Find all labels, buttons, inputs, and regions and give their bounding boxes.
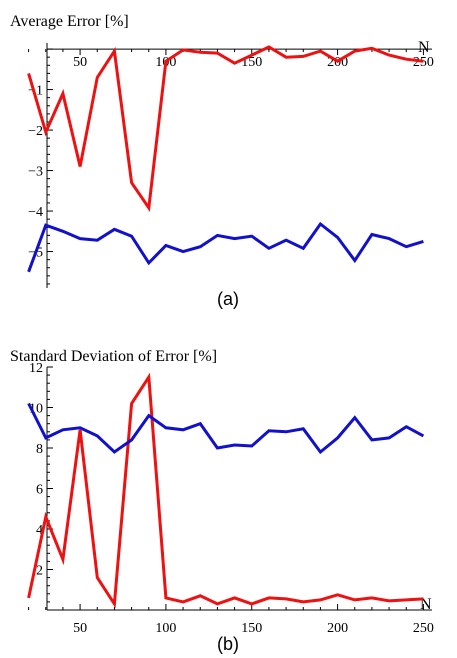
panel-a-x-axis-title: N <box>418 39 430 56</box>
panel-b-y-axis-title: Standard Deviation of Error [%] <box>10 348 217 365</box>
panel-a-caption: (a) <box>217 289 239 309</box>
panel-a-x-tick-label: 250 <box>413 55 434 70</box>
panel-b-red-series-line <box>27 372 424 609</box>
panel-b-x-tick-label: 200 <box>327 621 348 636</box>
panel-a-blue-series-line <box>27 221 424 273</box>
panel-a-y-tick-label: −4 <box>28 205 43 220</box>
panel-a-y-axis-title: Average Error [%] <box>10 13 129 30</box>
panel-b-y-tick-label: 2 <box>36 564 43 579</box>
panel-a-x-tick-label: 50 <box>73 55 87 70</box>
panel-b-x-tick-label: 100 <box>155 621 176 636</box>
panel-b-y-tick-label: 4 <box>36 523 43 538</box>
panel-b-blue-series-line <box>27 402 425 455</box>
panel-a-average-error-chart: Average Error [%] N 50 100 150 200 250−1−2−3… <box>10 13 434 309</box>
panel-b-x-tick-label: 150 <box>241 621 262 636</box>
panel-b-y-tick-label: 6 <box>36 483 43 498</box>
panel-b-x-tick-label: 50 <box>73 621 87 636</box>
panel-b-std-deviation-chart: Standard Deviation of Error [%] N 50 100 1… <box>10 348 434 654</box>
panel-b-x-tick-label: 250 <box>413 621 434 636</box>
panel-b-y-tick-label: 8 <box>36 442 43 457</box>
panel-a-y-tick-label: −3 <box>28 165 43 180</box>
panel-b-caption: (b) <box>217 634 239 654</box>
panel-a-y-tick-label: −2 <box>28 124 43 139</box>
panel-b-y-tick-label: 12 <box>29 361 43 376</box>
panel-a-red-series-line <box>27 45 424 212</box>
